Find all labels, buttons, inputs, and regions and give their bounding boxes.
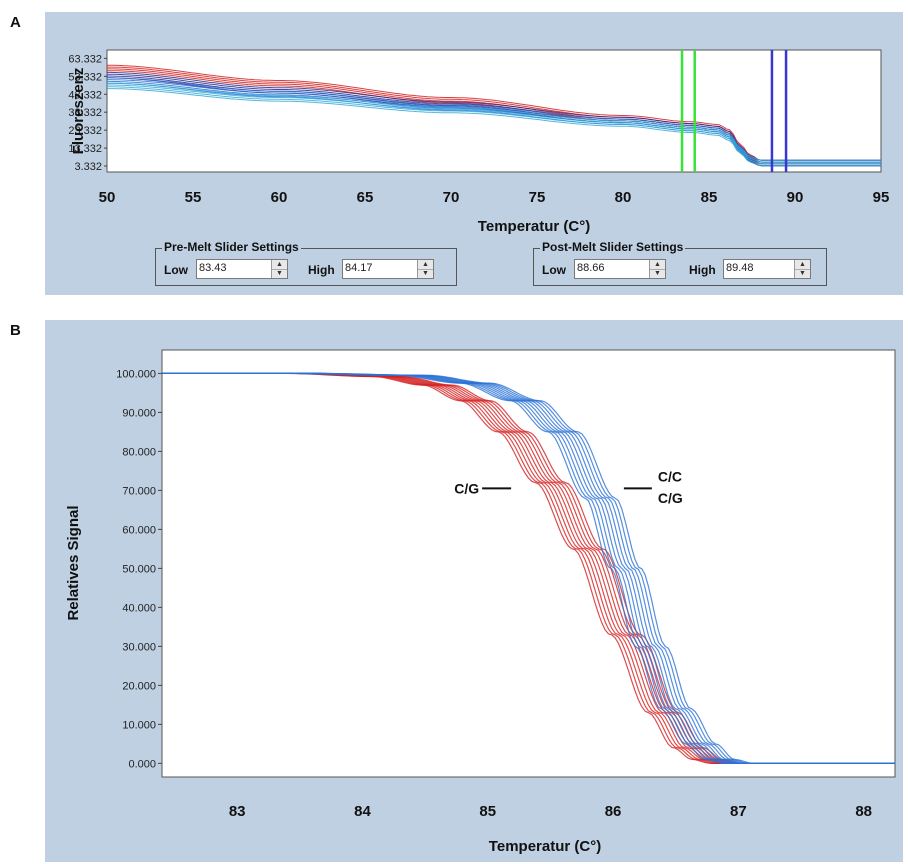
x-tick-label: 86: [605, 803, 622, 820]
post-melt-title: Post-Melt Slider Settings: [540, 240, 686, 254]
y-tick-label: 53.332: [68, 71, 102, 83]
post-melt-slider-settings: Post-Melt Slider Settings Low 88.66 ▲ ▼ …: [533, 240, 827, 286]
y-tick-label: 70.000: [122, 485, 156, 497]
y-tick-label: 13.332: [68, 143, 102, 155]
pre-melt-high-stepper[interactable]: ▲ ▼: [417, 260, 433, 278]
pre-melt-slider-settings: Pre-Melt Slider Settings Low 83.43 ▲ ▼ H…: [155, 240, 457, 286]
spin-up-arrow-icon[interactable]: ▲: [650, 260, 665, 270]
x-tick-label: 95: [873, 189, 890, 206]
series-line-a-3: [107, 82, 881, 161]
pre-melt-title: Pre-Melt Slider Settings: [162, 240, 301, 254]
x-tick-label: 50: [99, 189, 116, 206]
panel-a: 63.332 53.332 43.332 33.332 23.332 13.332 3.33…: [45, 12, 903, 295]
y-tick-label: 23.332: [68, 125, 102, 137]
post-melt-low-value[interactable]: 88.66: [577, 262, 605, 274]
series-line-a-3: [107, 86, 881, 165]
x-tick-label: 88: [855, 803, 872, 820]
series-line-a-0: [107, 64, 881, 161]
y-tick-label: 50.000: [122, 563, 156, 575]
pre-melt-high-value[interactable]: 84.17: [345, 262, 373, 274]
y-tick-label: 43.332: [68, 89, 102, 101]
panel-b-letter: B: [10, 322, 21, 339]
y-tick-label: 40.000: [122, 602, 156, 614]
relative-signal-chart: 100.000 90.000 80.000 70.000 60.000 50.000 40.…: [65, 349, 896, 855]
spin-down-arrow-icon[interactable]: ▼: [799, 270, 806, 277]
y-tick-label: 33.332: [68, 107, 102, 119]
x-tick-label: 85: [479, 803, 496, 820]
x-tick-label: 60: [271, 189, 288, 206]
post-melt-high-label: High: [689, 263, 716, 277]
y-axis-label: Fluoreszenz: [70, 68, 87, 155]
y-tick-label: 60.000: [122, 524, 156, 536]
pre-melt-low-value[interactable]: 83.43: [199, 262, 227, 274]
spin-up-arrow-icon[interactable]: ▲: [795, 260, 810, 270]
pre-melt-high-label: High: [308, 263, 335, 277]
series-line-a-1: [107, 73, 881, 163]
post-melt-high-spinner[interactable]: 89.48 ▲ ▼: [723, 259, 811, 279]
annotation-cg-left: C/G: [454, 480, 479, 496]
series-line-a-3: [107, 88, 881, 167]
x-axis-label: Temperatur (C°): [478, 218, 590, 235]
x-tick-label: 80: [615, 189, 632, 206]
series-line-a-3: [107, 84, 881, 163]
y-tick-label: 3.332: [74, 161, 102, 173]
panel-a-letter: A: [10, 14, 21, 31]
pre-melt-low-stepper[interactable]: ▲ ▼: [271, 260, 287, 278]
x-tick-label: 87: [730, 803, 747, 820]
fluorescence-chart: 63.332 53.332 43.332 33.332 23.332 13.332 3.33…: [68, 49, 890, 235]
x-tick-label: 90: [787, 189, 804, 206]
panel-b: 100.000 90.000 80.000 70.000 60.000 50.000 40.…: [45, 320, 903, 862]
pre-melt-low-spinner[interactable]: 83.43 ▲ ▼: [196, 259, 288, 279]
spin-up-arrow-icon[interactable]: ▲: [418, 260, 433, 270]
spin-down-arrow-icon[interactable]: ▼: [422, 270, 429, 277]
spin-down-arrow-icon[interactable]: ▼: [654, 270, 661, 277]
y-tick-label: 30.000: [122, 641, 156, 653]
pre-melt-low-label: Low: [164, 263, 188, 277]
series-line-b-1: [162, 372, 895, 764]
x-tick-label: 75: [529, 189, 546, 206]
x-tick-label: 65: [357, 189, 374, 206]
y-tick-label: 20.000: [122, 680, 156, 692]
spin-down-arrow-icon[interactable]: ▼: [276, 270, 283, 277]
plot-area-b: [161, 349, 896, 778]
post-melt-low-stepper[interactable]: ▲ ▼: [649, 260, 665, 278]
pre-melt-high-spinner[interactable]: 84.17 ▲ ▼: [342, 259, 434, 279]
y-tick-label: 80.000: [122, 446, 156, 458]
post-melt-low-spinner[interactable]: 88.66 ▲ ▼: [574, 259, 666, 279]
y-tick-label: 63.332: [68, 53, 102, 65]
post-melt-high-stepper[interactable]: ▲ ▼: [794, 260, 810, 278]
x-tick-label: 83: [229, 803, 246, 820]
x-tick-label: 85: [701, 189, 718, 206]
y-tick-label: 10.000: [122, 719, 156, 731]
spin-up-arrow-icon[interactable]: ▲: [272, 260, 287, 270]
x-tick-label: 70: [443, 189, 460, 206]
x-tick-label: 55: [185, 189, 202, 206]
y-axis-label: Relatives Signal: [65, 505, 82, 620]
x-axis-label: Temperatur (C°): [489, 838, 601, 855]
post-melt-low-label: Low: [542, 263, 566, 277]
y-tick-label: 90.000: [122, 407, 156, 419]
x-tick-label: 84: [354, 803, 371, 820]
annotation-cg-right: C/G: [658, 490, 683, 506]
post-melt-high-value[interactable]: 89.48: [726, 262, 754, 274]
series-line-a-1: [107, 71, 881, 161]
annotation-cc-right: C/C: [658, 469, 682, 485]
y-tick-label: 0.000: [128, 758, 156, 770]
y-tick-label: 100.000: [116, 368, 156, 380]
